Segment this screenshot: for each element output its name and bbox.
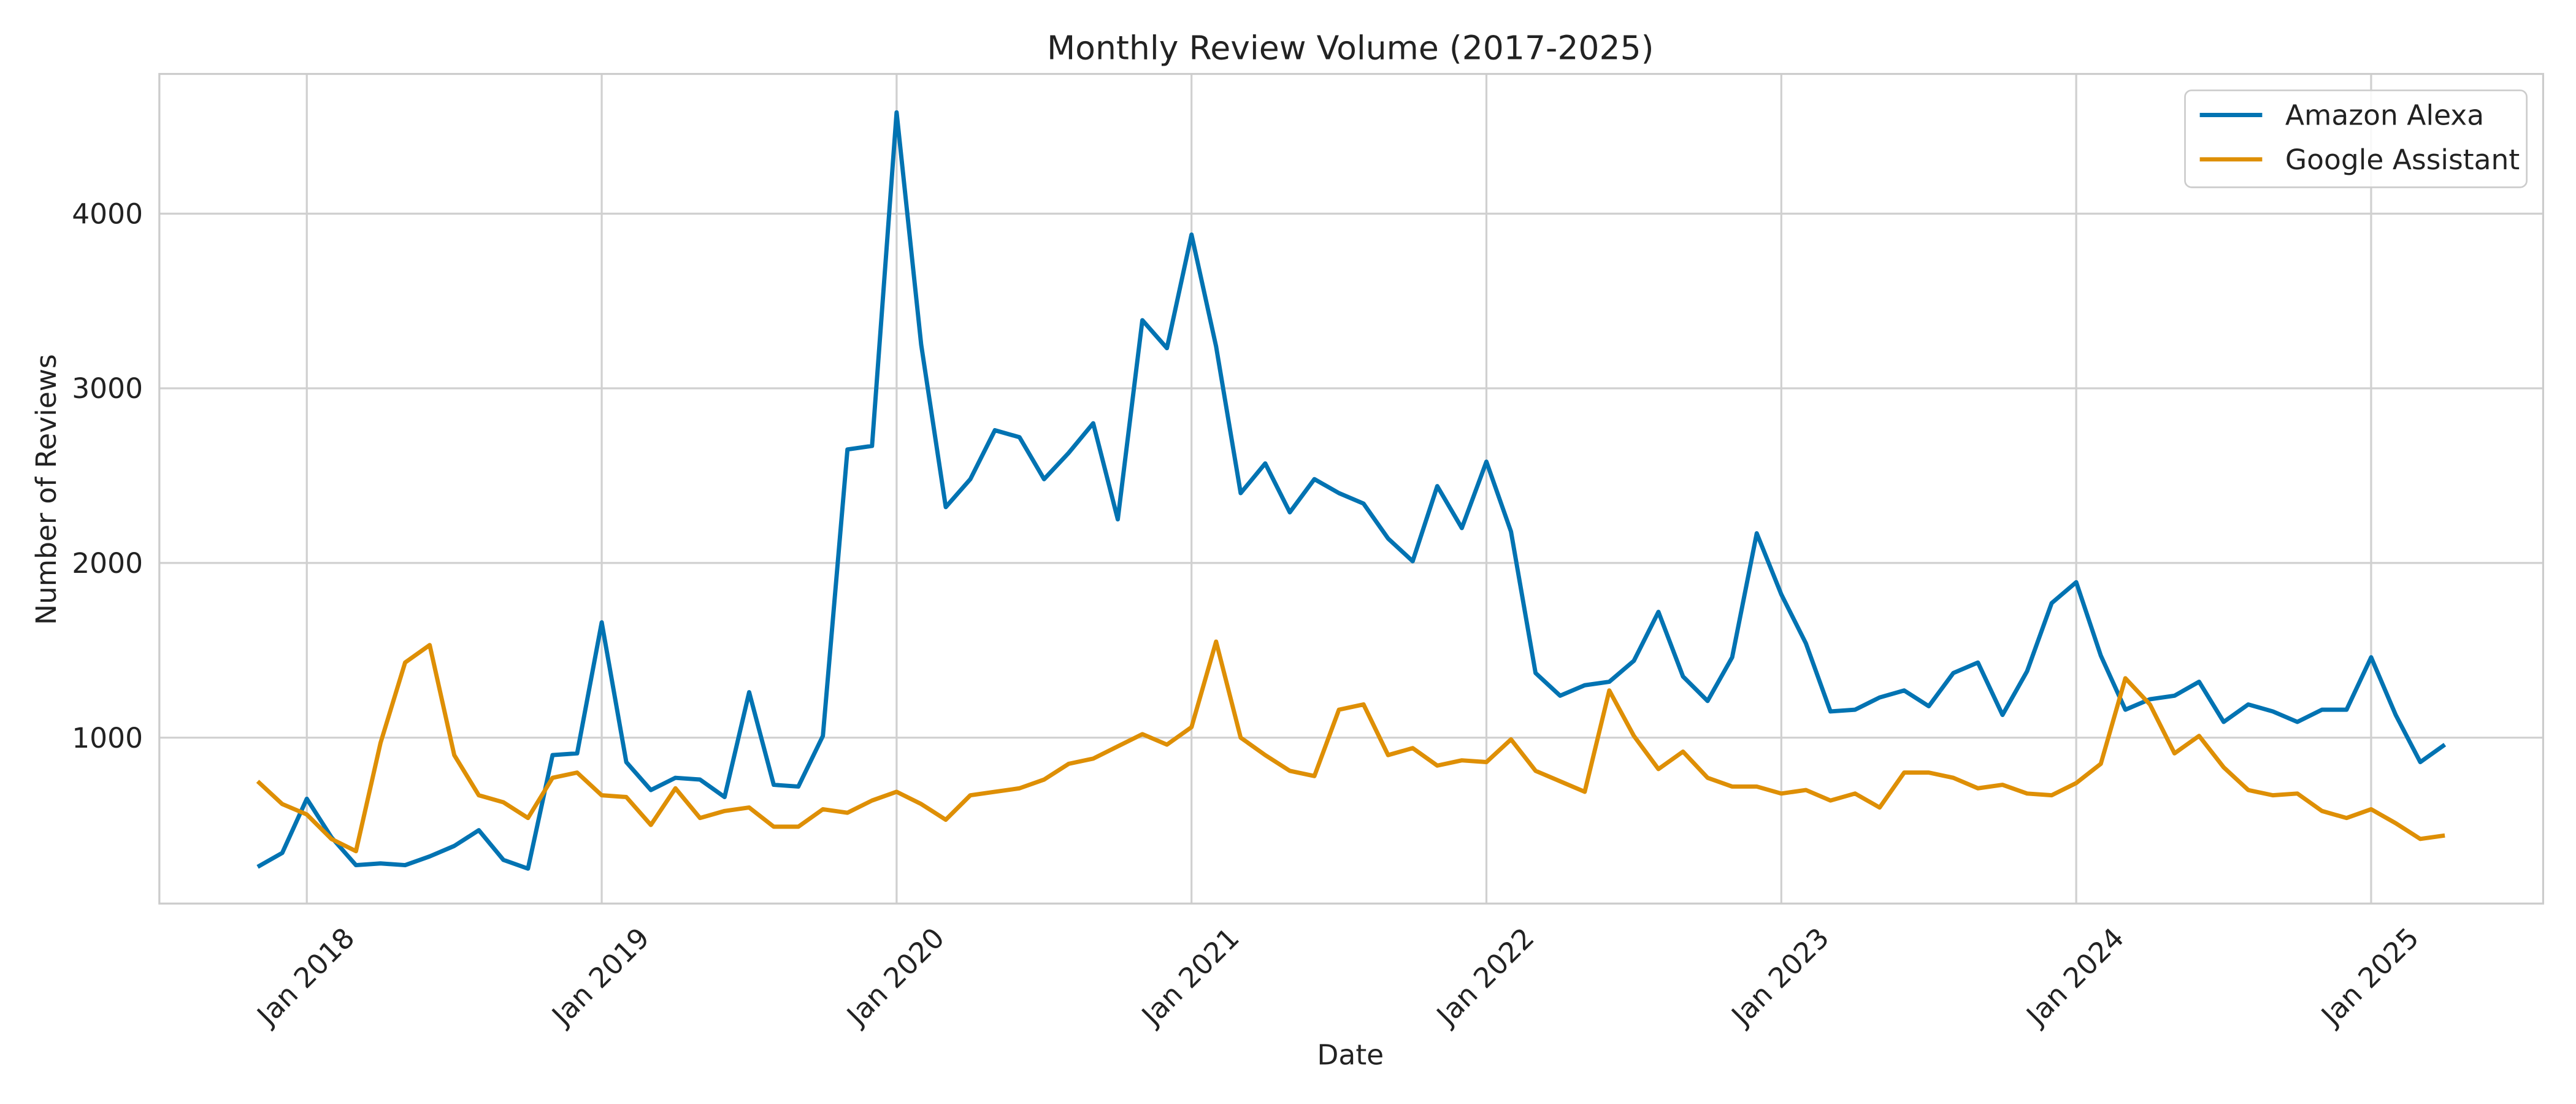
- y-tick-label: 3000: [72, 372, 143, 405]
- y-axis-label: Number of Reviews: [30, 354, 63, 625]
- y-tick-label: 4000: [72, 197, 143, 230]
- grid: [159, 74, 2543, 904]
- x-axis-label: Date: [1317, 1039, 1384, 1071]
- series-line: [256, 110, 2447, 871]
- legend: Amazon Alexa Google Assistant: [2184, 89, 2528, 188]
- plot-frame: [158, 72, 2545, 905]
- legend-label: Google Assistant: [2285, 144, 2520, 176]
- legend-label: Amazon Alexa: [2285, 99, 2484, 132]
- y-tick-label: 2000: [72, 547, 143, 580]
- y-tick-label: 1000: [72, 722, 143, 754]
- legend-box: [2184, 89, 2528, 188]
- series-line: [256, 639, 2445, 854]
- lines: [256, 110, 2447, 871]
- chart-title: Monthly Review Volume (2017-2025): [1047, 28, 1654, 67]
